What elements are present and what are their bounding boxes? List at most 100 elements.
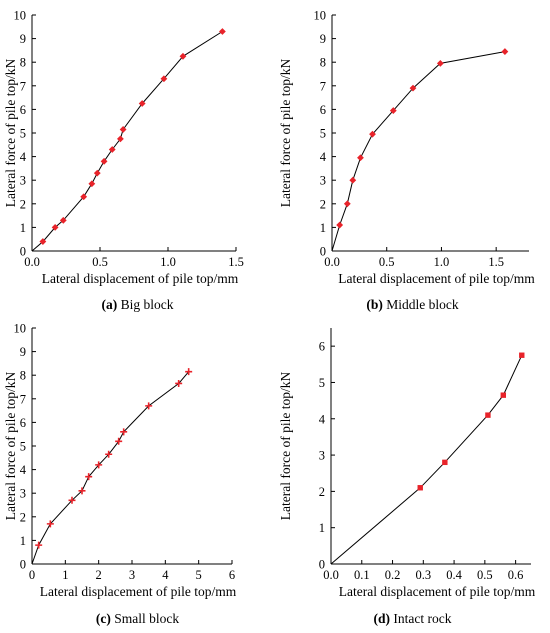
x-axis-title: Lateral displacement of pile top/mm: [40, 584, 237, 599]
data-point: [39, 238, 47, 245]
y-tick-label: 10: [314, 9, 327, 23]
y-tick-label: 10: [14, 9, 27, 23]
data-point: [115, 437, 123, 445]
caption-letter: (c): [95, 611, 111, 626]
x-tick-label: 3: [129, 568, 135, 582]
caption-letter: (a): [101, 297, 118, 312]
chart-intact-rock: 0.0 0.1 0.2 0.3 0.4 0.5 0.6 0 1 2 3 4 5 6 Lateral disp…: [278, 328, 536, 599]
x-tick-label: 4: [162, 568, 169, 582]
x-tick-label: 1.0: [160, 255, 176, 269]
y-axis-title: Lateral force of pile top/kN: [3, 59, 18, 208]
x-tick-label: 0.0: [24, 255, 40, 269]
data-point: [138, 100, 146, 107]
x-tick-label: 0.6: [508, 568, 524, 582]
y-tick-label: 0: [319, 558, 325, 572]
y-tick-label: 1: [20, 534, 26, 548]
data-point: [117, 135, 124, 143]
data-point: [389, 107, 397, 114]
y-tick-label: 10: [14, 322, 27, 336]
caption-text: Small block: [110, 611, 180, 626]
y-tick-label: 6: [320, 103, 326, 117]
chart-panel-middle-block: 0.0 0.5 1.0 1.5 0 1 2 3 4 5 6 7 8 9 10 Lateral displace…: [275, 0, 550, 320]
x-tick-label: 0.0: [323, 568, 339, 582]
data-point: [93, 169, 101, 177]
data-point: [349, 176, 357, 184]
x-tick-label: 0: [29, 568, 35, 582]
y-tick-label: 8: [20, 369, 26, 383]
x-tick-label: 0.2: [385, 568, 401, 582]
y-tick-label: 1: [20, 221, 26, 235]
data-point: [68, 496, 76, 504]
x-tick-label: 1.5: [488, 255, 504, 269]
data-point: [95, 461, 103, 469]
data-point: [108, 146, 116, 153]
data-point: [357, 154, 364, 162]
data-point: [343, 200, 351, 208]
y-axis-title: Lateral force of pile top/kN: [278, 59, 293, 208]
y-tick-label: 7: [20, 392, 26, 406]
y-tick-label: 6: [319, 340, 325, 354]
data-point: [485, 412, 491, 418]
data-point: [409, 84, 417, 92]
x-tick-label: 0.4: [446, 568, 462, 582]
chart-caption-big-block: (a) Big block: [0, 297, 275, 313]
data-point: [35, 541, 43, 549]
x-tick-label: 2: [96, 568, 102, 582]
x-tick-label: 0.1: [354, 568, 370, 582]
data-point: [175, 379, 183, 387]
data-point: [336, 221, 344, 229]
x-tick-label: 0.5: [92, 255, 108, 269]
data-point: [501, 48, 509, 55]
data-point: [119, 126, 127, 133]
y-tick-label: 2: [20, 510, 26, 524]
data-point: [78, 487, 86, 495]
y-axis-title: Lateral force of pile top/kN: [278, 372, 293, 521]
y-tick-label: 3: [319, 449, 325, 463]
data-point: [85, 473, 93, 481]
chart-caption-small-block: (c) Small block: [0, 611, 275, 627]
caption-letter: (d): [373, 611, 391, 626]
y-tick-label: 2: [319, 485, 325, 499]
caption-text: Middle block: [382, 297, 459, 312]
y-tick-label: 8: [320, 56, 326, 70]
series-line: [31, 371, 190, 565]
data-point: [100, 157, 108, 165]
y-tick-label: 4: [20, 150, 27, 164]
y-tick-label: 5: [320, 127, 326, 141]
data-point: [500, 392, 507, 398]
series-line: [31, 31, 223, 252]
y-tick-label: 5: [319, 376, 325, 390]
y-tick-label: 2: [320, 197, 326, 211]
y-tick-label: 4: [320, 150, 327, 164]
y-tick-label: 9: [320, 32, 326, 46]
data-point: [436, 59, 444, 67]
data-point: [519, 352, 525, 358]
x-tick-label: 1: [62, 568, 68, 582]
x-axis-title: Lateral displacement of pile top/mm: [42, 271, 239, 286]
chart-caption-intact-rock: (d) Intact rock: [275, 611, 550, 627]
x-tick-label: 1.0: [434, 255, 450, 269]
y-axis-title: Lateral force of pile top/kN: [3, 372, 18, 521]
chart-caption-middle-block: (b) Middle block: [275, 297, 550, 313]
y-tick-label: 9: [20, 32, 26, 46]
y-tick-label: 5: [20, 440, 26, 454]
x-tick-label: 0.3: [415, 568, 431, 582]
y-tick-label: 2: [20, 197, 26, 211]
data-point: [51, 224, 59, 231]
data-point: [145, 402, 153, 410]
data-point: [105, 450, 113, 458]
data-point: [160, 75, 168, 83]
data-point: [59, 216, 67, 224]
y-tick-label: 3: [20, 487, 26, 501]
y-tick-label: 4: [20, 463, 27, 477]
data-point: [80, 193, 88, 201]
chart-small-block: 0 1 2 3 4 5 6 0 1 2 3 4 5 6 7 8 9 10 Lateral displacement …: [3, 322, 237, 600]
data-point: [442, 459, 448, 466]
x-tick-label: 0.5: [379, 255, 395, 269]
data-point: [417, 485, 423, 491]
data-point: [179, 52, 187, 60]
caption-text: Big block: [117, 297, 174, 312]
y-tick-label: 7: [320, 79, 326, 93]
caption-letter: (b): [366, 297, 383, 312]
x-axis-title: Lateral displacement of pile top/mm: [339, 584, 536, 599]
